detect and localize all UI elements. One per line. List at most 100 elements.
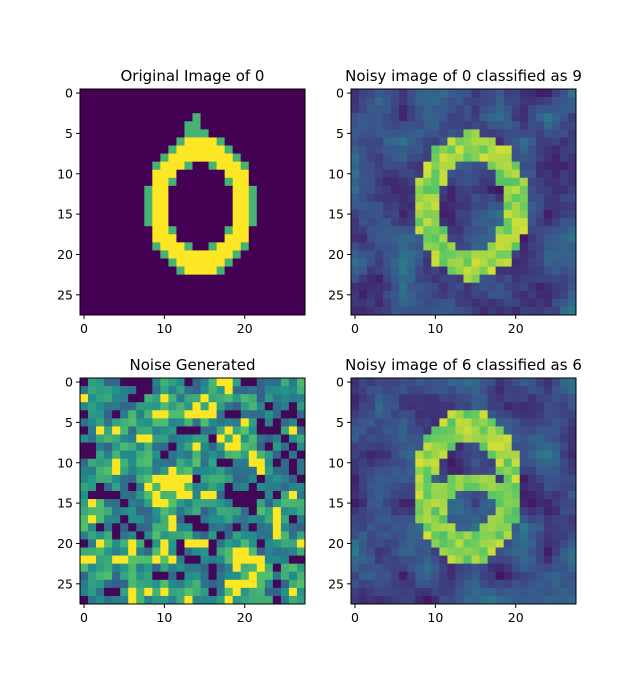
heatmap-cell	[176, 113, 185, 122]
heatmap-cell	[423, 523, 432, 532]
heatmap-cell	[415, 97, 424, 106]
heatmap-cell	[144, 531, 153, 540]
heatmap-cell	[264, 482, 274, 492]
heatmap-cell	[104, 185, 113, 195]
heatmap-cell	[264, 386, 274, 395]
heatmap-cell	[511, 587, 521, 597]
heatmap-cell	[439, 169, 448, 179]
heatmap-cell	[184, 218, 193, 227]
heatmap-cell	[447, 137, 456, 146]
heatmap-cell	[375, 250, 384, 259]
heatmap-cell	[104, 298, 113, 308]
heatmap-cell	[519, 466, 529, 476]
heatmap-cell	[391, 563, 400, 573]
heatmap-cell	[367, 595, 376, 605]
heatmap-cell	[256, 137, 266, 146]
heatmap-cell	[399, 442, 408, 452]
heatmap-cell	[112, 306, 121, 316]
heatmap-cell	[216, 226, 226, 235]
heatmap-cell	[256, 290, 266, 300]
heatmap-cell	[495, 402, 505, 411]
heatmap-cell	[96, 97, 105, 106]
heatmap-cell	[567, 466, 577, 476]
heatmap-cell	[280, 410, 290, 419]
heatmap-cell	[503, 426, 513, 435]
heatmap-cell	[176, 531, 185, 540]
heatmap-cell	[495, 499, 505, 508]
heatmap-cell	[439, 89, 448, 98]
heatmap-cell	[240, 274, 250, 284]
heatmap-cell	[383, 507, 392, 516]
heatmap-cell	[240, 410, 250, 419]
heatmap-cell	[527, 531, 537, 540]
heatmap-cell	[535, 242, 545, 251]
heatmap-cell	[519, 523, 529, 532]
heatmap-cell	[367, 234, 376, 243]
heatmap-cell	[471, 563, 480, 573]
y-tick-label: 20	[57, 247, 73, 262]
heatmap-cell	[88, 298, 97, 308]
heatmap-cell	[431, 466, 440, 476]
heatmap-cell	[280, 523, 290, 532]
y-tick-label: 5	[336, 415, 344, 430]
heatmap-cell	[192, 177, 201, 187]
heatmap-cell	[359, 523, 368, 532]
heatmap-cell	[399, 531, 408, 540]
heatmap-cell	[495, 434, 505, 443]
x-tick-label: 20	[237, 321, 253, 336]
heatmap-cell	[208, 137, 218, 146]
heatmap-cell	[232, 499, 242, 508]
heatmap-cell	[447, 378, 456, 387]
heatmap-cell	[423, 378, 432, 387]
heatmap-cell	[543, 507, 553, 516]
heatmap-cell	[168, 563, 177, 573]
heatmap-cell	[160, 539, 169, 548]
heatmap-cell	[535, 507, 545, 516]
heatmap-cell	[503, 563, 513, 573]
heatmap-cell	[367, 482, 376, 492]
heatmap-cell	[256, 145, 266, 154]
heatmap-cell	[479, 97, 489, 106]
heatmap-cell	[216, 595, 226, 605]
heatmap-cell	[391, 418, 400, 427]
heatmap-cell	[136, 145, 145, 154]
heatmap-cell	[455, 177, 464, 187]
heatmap-cell	[232, 242, 242, 251]
heatmap-cell	[359, 418, 368, 427]
heatmap-cell	[471, 242, 480, 251]
heatmap-cell	[208, 418, 218, 427]
heatmap-cell	[224, 499, 234, 508]
heatmap-cell	[192, 571, 201, 581]
heatmap-cell	[176, 89, 185, 98]
heatmap-cell	[264, 547, 274, 556]
heatmap-cell	[559, 282, 569, 292]
heatmap-cell	[168, 113, 177, 122]
heatmap-cell	[543, 161, 553, 171]
heatmap-cell	[351, 290, 360, 300]
heatmap-cell	[399, 386, 408, 395]
heatmap-cell	[375, 129, 384, 138]
heatmap-cell	[535, 555, 545, 565]
heatmap-cell	[232, 210, 242, 219]
heatmap-cell	[208, 555, 218, 565]
heatmap-cell	[463, 153, 472, 163]
heatmap-cell	[88, 266, 97, 276]
heatmap-cell	[96, 426, 105, 435]
heatmap-cell	[495, 418, 505, 427]
heatmap-cell	[383, 539, 392, 548]
heatmap-cell	[128, 579, 137, 589]
heatmap-cell	[184, 298, 193, 308]
heatmap-cell	[455, 450, 464, 460]
heatmap-cell	[256, 547, 266, 556]
heatmap-cell	[288, 523, 298, 532]
heatmap-cell	[184, 442, 193, 452]
heatmap-cell	[559, 442, 569, 452]
heatmap-cell	[535, 434, 545, 443]
heatmap-cell	[359, 587, 368, 597]
heatmap-cell	[224, 523, 234, 532]
heatmap-cell	[240, 378, 250, 387]
heatmap-cell	[288, 282, 298, 292]
heatmap-cell	[415, 185, 424, 195]
heatmap-cell	[248, 410, 258, 419]
heatmap-cell	[176, 434, 185, 443]
